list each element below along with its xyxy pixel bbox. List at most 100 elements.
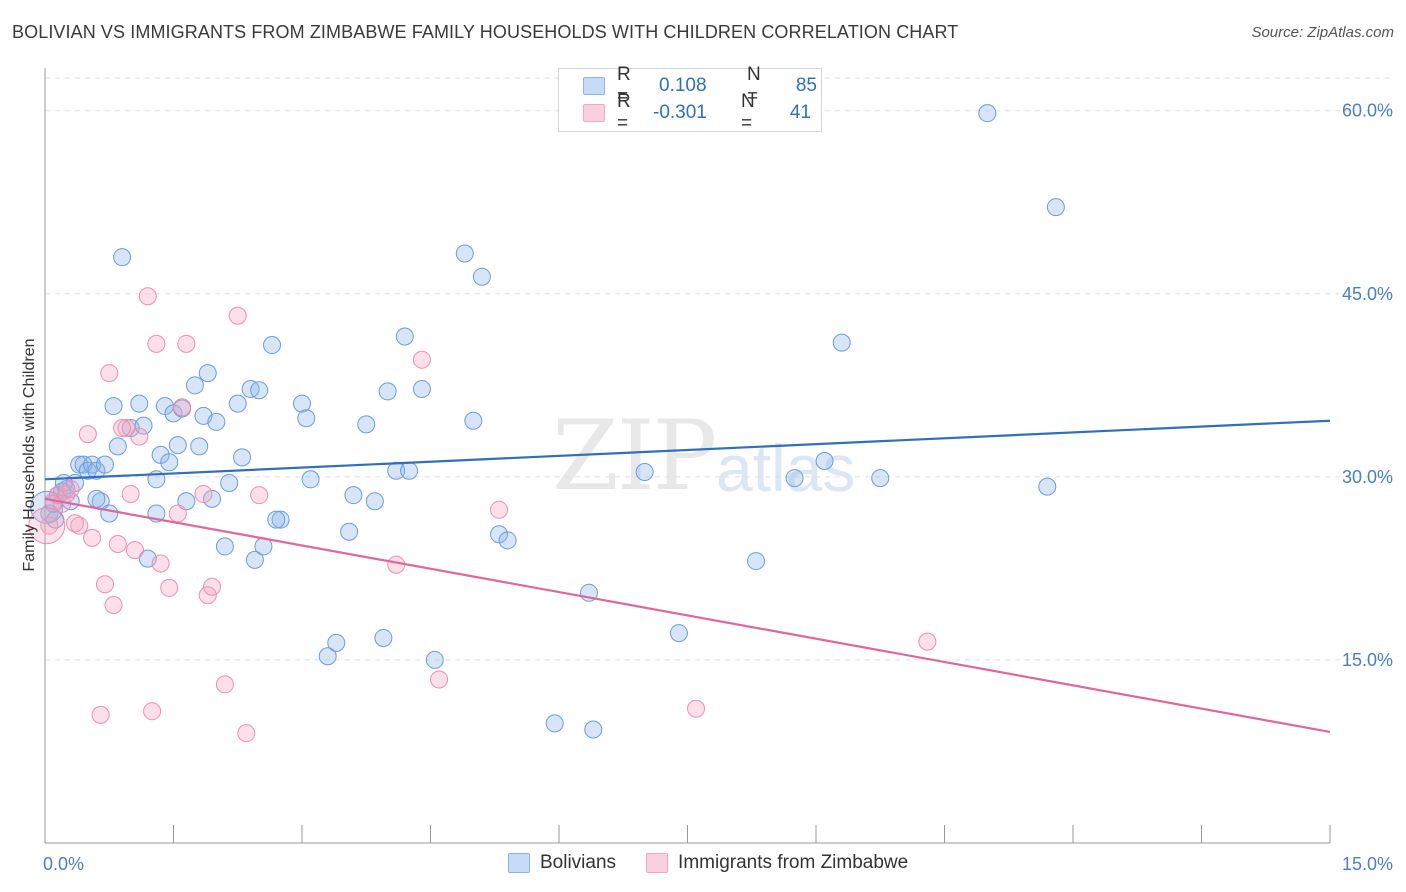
- n-value: 41: [789, 102, 811, 123]
- zimbabwe-point: [113, 419, 132, 438]
- legend-row-zimbabwe: R = -0.301 N = 41: [583, 91, 811, 134]
- zimbabwe-point: [687, 699, 706, 718]
- bolivians-points: [30, 104, 1065, 739]
- bolivian-point: [267, 510, 286, 529]
- bolivian-point: [198, 364, 217, 383]
- zimbabwe-point: [100, 364, 119, 383]
- bolivian-point: [400, 461, 419, 480]
- bolivian-point: [220, 473, 239, 492]
- bolivian-point: [263, 336, 282, 355]
- grid-lines: [45, 77, 1395, 661]
- y-tick-label: 15.0%: [1342, 650, 1393, 670]
- bolivian-point: [95, 455, 114, 474]
- zimbabwe-point: [104, 596, 123, 615]
- bolivian-point: [340, 522, 359, 541]
- r-value: 0.108: [659, 75, 707, 96]
- y-tick-label: 45.0%: [1342, 284, 1393, 304]
- zimbabwe-cluster: [28, 507, 66, 545]
- bolivian-point: [87, 489, 106, 508]
- bolivian-point: [978, 104, 997, 123]
- bolivian-point: [207, 412, 226, 431]
- bolivian-point: [271, 510, 290, 529]
- zimbabwe-point: [138, 287, 157, 306]
- bolivian-point: [215, 537, 234, 556]
- bolivian-point: [245, 550, 264, 569]
- bolivians-trend-line: [44, 419, 1331, 481]
- legend-label-bolivians: Bolivians: [540, 852, 617, 873]
- zimbabwe-point: [215, 675, 234, 694]
- bolivian-point: [293, 394, 311, 413]
- bolivian-point: [785, 469, 804, 488]
- bolivian-point: [815, 451, 834, 470]
- bolivian-point: [472, 267, 491, 286]
- bolivian-point: [498, 531, 517, 550]
- bolivian-point: [395, 327, 414, 346]
- bolivian-point: [233, 448, 252, 467]
- blue-swatch-icon: [583, 77, 605, 95]
- chart-title: BOLIVIAN VS IMMIGRANTS FROM ZIMBABWE FAM…: [12, 22, 959, 42]
- blue-swatch-icon: [508, 853, 530, 873]
- zimbabwe-point: [95, 575, 114, 594]
- bolivian-point: [318, 647, 337, 666]
- bolivian-point: [669, 624, 688, 643]
- zimbabwe-point: [194, 484, 213, 503]
- tick-labels: 15.0% 30.0% 45.0% 60.0% 0.0% 15.0%: [43, 101, 1393, 874]
- bolivian-point: [832, 333, 851, 352]
- zimbabwe-point: [918, 632, 937, 651]
- bolivian-point: [545, 714, 564, 733]
- x-tick-label: 0.0%: [43, 854, 84, 874]
- trend-lines: [44, 419, 1331, 734]
- zimbabwe-point: [430, 670, 449, 689]
- zimbabwe-point: [40, 516, 59, 535]
- n-value: 85: [795, 75, 817, 96]
- series-legend: Bolivians Immigrants from Zimbabwe: [508, 852, 938, 874]
- x-tick-label: 15.0%: [1342, 854, 1393, 874]
- bolivian-point: [464, 411, 483, 430]
- bolivian-point: [344, 486, 363, 505]
- zimbabwe-point: [83, 528, 102, 547]
- y-axis-label: Family Households with Children: [21, 339, 38, 572]
- zimbabwe-point: [203, 577, 222, 596]
- bolivian-point: [1038, 477, 1057, 496]
- bolivian-point: [374, 628, 393, 647]
- bolivian-point: [130, 394, 149, 413]
- bolivian-point: [250, 381, 269, 400]
- zimbabwe-point: [78, 425, 97, 444]
- n-label: N =: [741, 91, 755, 134]
- bolivian-point: [100, 504, 119, 523]
- pink-swatch-icon: [646, 853, 669, 873]
- zimbabwe-point: [168, 504, 187, 523]
- bolivian-point: [412, 379, 431, 398]
- legend-item-bolivians[interactable]: Bolivians: [508, 852, 616, 874]
- zimbabwe-point: [151, 554, 170, 573]
- source-label: Source: ZipAtlas.com: [1251, 24, 1394, 41]
- bolivian-point: [177, 492, 196, 511]
- zimbabwe-point: [228, 306, 247, 325]
- bolivian-point: [185, 376, 204, 395]
- zimbabwe-point: [237, 724, 256, 743]
- zimbabwe-point: [108, 534, 127, 553]
- zimbabwe-point: [61, 480, 80, 499]
- zimbabwe-points: [28, 287, 937, 743]
- bolivian-point: [160, 453, 179, 472]
- zimbabwe-point: [91, 705, 110, 724]
- zimbabwe-point: [147, 334, 166, 353]
- legend-item-zimbabwe[interactable]: Immigrants from Zimbabwe: [646, 852, 908, 874]
- r-label: R =: [617, 91, 631, 134]
- bolivian-point: [108, 437, 127, 456]
- bolivian-point: [104, 397, 123, 416]
- bolivian-point: [228, 394, 247, 413]
- bolivian-point: [190, 437, 209, 456]
- zimbabwe-trend-line: [44, 497, 1331, 734]
- bolivian-point: [584, 720, 603, 739]
- r-label: R =: [617, 64, 631, 107]
- pink-swatch-icon: [583, 104, 605, 122]
- zimbabwe-point: [143, 702, 162, 721]
- zimbabwe-point: [250, 486, 269, 505]
- bolivian-point: [297, 409, 316, 428]
- bolivian-point: [635, 462, 654, 481]
- bolivian-point: [747, 552, 766, 571]
- zimbabwe-point: [490, 500, 509, 519]
- bolivian-point: [871, 469, 890, 488]
